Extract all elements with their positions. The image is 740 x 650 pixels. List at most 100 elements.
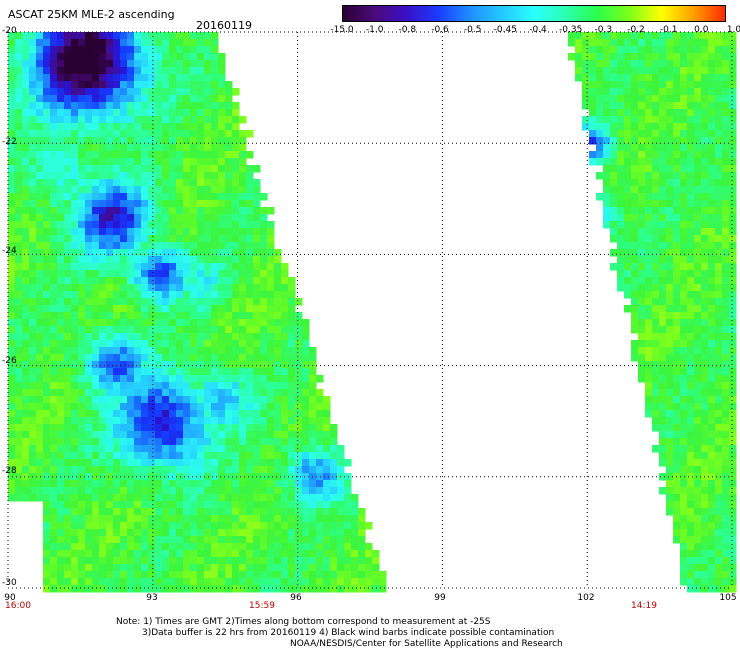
wind-cell [260,389,268,397]
wind-cell [64,459,72,467]
wind-cell [274,256,282,264]
wind-cell [260,214,268,222]
wind-cell [281,410,289,418]
wind-cell [582,81,590,89]
wind-cell [218,123,226,131]
wind-cell [729,116,737,124]
wind-cell [204,319,212,327]
wind-cell [274,536,282,544]
wind-cell [127,571,135,579]
wind-cell [232,270,240,278]
wind-cell [190,130,198,138]
wind-cell [106,319,114,327]
wind-cell [113,382,121,390]
wind-cell [624,39,632,47]
wind-cell [288,396,296,404]
wind-cell [659,221,667,229]
wind-cell [260,564,268,572]
wind-cell [92,277,100,285]
wind-cell [71,522,79,530]
wind-cell [295,340,303,348]
wind-cell [722,347,730,355]
wind-cell [302,445,310,453]
wind-cell [141,487,149,495]
wind-cell [246,200,254,208]
wind-cell [239,529,247,537]
wind-cell [659,382,667,390]
wind-cell [92,347,100,355]
wind-cell [211,382,219,390]
wind-cell [92,46,100,54]
wind-cell [148,529,156,537]
wind-cell [652,207,660,215]
wind-cell [183,333,191,341]
wind-cell [113,487,121,495]
wind-cell [715,200,723,208]
wind-cell [302,585,310,593]
wind-cell [99,291,107,299]
wind-cell [638,186,646,194]
wind-cell [106,368,114,376]
wind-cell [43,480,51,488]
wind-cell [246,284,254,292]
wind-cell [204,326,212,334]
wind-cell [204,480,212,488]
wind-cell [85,508,93,516]
wind-cell [645,291,653,299]
wind-cell [120,172,128,180]
wind-cell [687,396,695,404]
wind-cell [253,417,261,425]
wind-cell [680,522,688,530]
wind-cell [155,431,163,439]
wind-cell [8,403,16,411]
wind-cell [183,382,191,390]
wind-cell [673,375,681,383]
wind-cell [127,452,135,460]
wind-cell [57,263,65,271]
wind-cell [694,116,702,124]
wind-cell [323,459,331,467]
wind-cell [120,326,128,334]
wind-cell [323,543,331,551]
wind-cell [659,74,667,82]
wind-cell [246,473,254,481]
wind-cell [687,242,695,250]
wind-cell [15,228,23,236]
wind-cell [722,53,730,61]
wind-cell [106,340,114,348]
wind-cell [50,305,58,313]
wind-cell [260,193,268,201]
wind-cell [253,515,261,523]
wind-cell [85,46,93,54]
wind-cell [379,578,387,586]
wind-cell [323,466,331,474]
wind-cell [120,137,128,145]
wind-cell [120,445,128,453]
wind-cell [8,200,16,208]
wind-cell [281,508,289,516]
wind-cell [666,389,674,397]
wind-cell [78,529,86,537]
wind-cell [64,508,72,516]
wind-cell [169,368,177,376]
wind-cell [204,256,212,264]
wind-cell [260,256,268,264]
wind-cell [680,312,688,320]
wind-cell [43,116,51,124]
wind-cell [204,109,212,117]
wind-cell [631,172,639,180]
wind-cell [218,305,226,313]
wind-cell [232,228,240,236]
wind-cell [687,95,695,103]
wind-cell [239,144,247,152]
wind-cell [239,424,247,432]
wind-cell [603,165,611,173]
wind-cell [694,396,702,404]
wind-cell [64,207,72,215]
wind-cell [29,445,37,453]
wind-cell [232,550,240,558]
wind-cell [71,46,79,54]
wind-cell [99,298,107,306]
wind-cell [78,403,86,411]
wind-cell [701,179,709,187]
